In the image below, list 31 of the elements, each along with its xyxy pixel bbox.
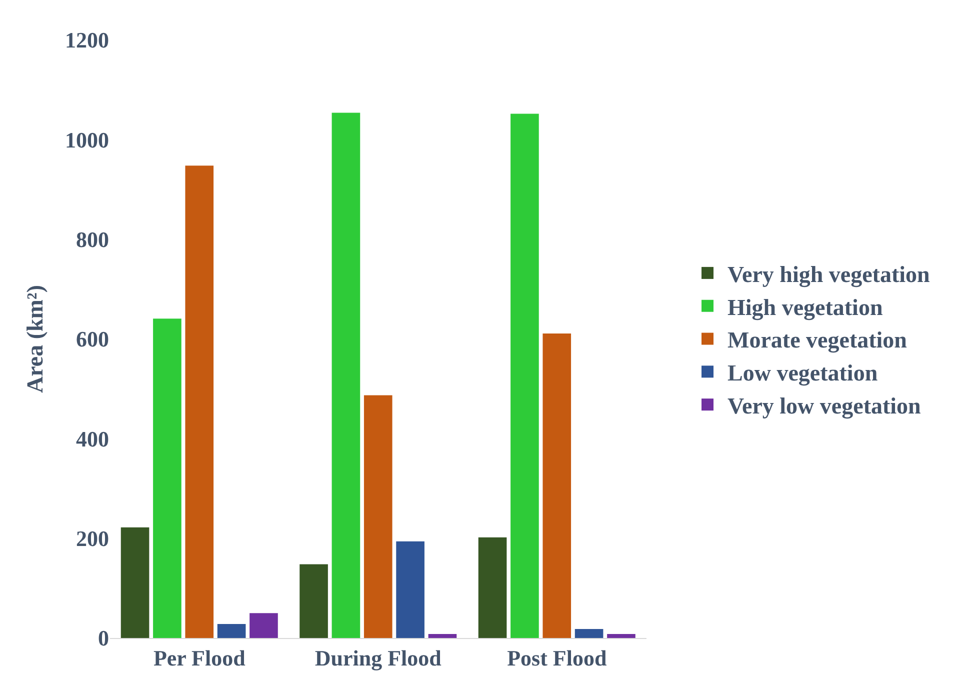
y-tick-label: 600 [76,326,109,352]
bar [153,318,182,638]
y-tick-label: 400 [76,426,109,452]
bar [332,112,360,638]
bar [607,634,636,638]
legend-label: Very high vegetation [728,262,930,288]
x-tick-label: Post Flood [507,645,607,670]
bar [478,537,507,638]
bar [120,527,150,638]
legend-label: Morate vegetation [728,328,908,354]
legend-label: High vegetation [728,294,883,321]
x-tick-label: Per Flood [153,645,246,670]
x-tick-label: During Flood [314,645,442,670]
y-tick-label: 1000 [65,127,109,152]
y-tick-label: 0 [98,626,109,651]
bar [396,541,424,638]
y-axis-title: Area (km²) [22,284,48,394]
bar [510,114,539,638]
bar [574,629,604,638]
bar [250,613,278,638]
y-tick-label: 200 [76,526,109,552]
bar [542,334,572,638]
bar [428,634,457,638]
bar [364,395,392,638]
bar [185,166,214,638]
y-tick-label: 800 [76,227,109,252]
legend-label: Low vegetation [728,360,878,387]
bar [300,564,328,638]
legend-label: Very low vegetation [728,394,922,420]
bar [217,624,246,638]
y-tick-label: 1200 [65,28,109,53]
